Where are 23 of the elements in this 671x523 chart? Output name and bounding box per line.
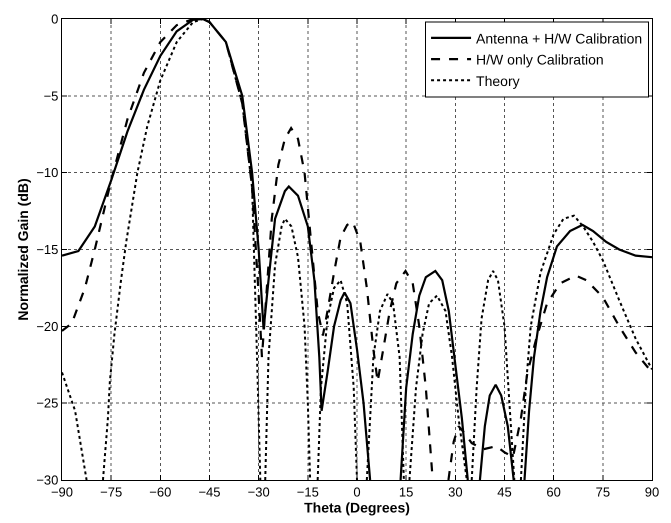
x-tick-label: −60 (149, 484, 172, 500)
x-tick-label: 75 (596, 484, 610, 500)
x-tick-label: −30 (248, 484, 270, 500)
x-axis-title: Theta (Degrees) (304, 500, 410, 516)
legend-label: Theory (476, 72, 520, 89)
y-tick-label: −10 (36, 165, 58, 180)
x-tick-label: 0 (353, 484, 361, 500)
legend-label: Antenna + H/W Calibration (476, 30, 642, 46)
x-tick-label: −15 (296, 484, 319, 500)
legend-label: H/W only Calibration (476, 52, 604, 68)
x-tick-label: −75 (100, 484, 122, 500)
y-tick-label: 0 (51, 12, 58, 27)
x-tick-label: −45 (198, 484, 221, 500)
y-tick-label: −20 (36, 318, 58, 334)
y-tick-label: −25 (36, 396, 58, 411)
x-tick-label: 45 (497, 484, 512, 500)
y-tick-label: −15 (36, 242, 58, 258)
x-tick-label: 90 (644, 484, 660, 500)
x-tick-label: 60 (546, 484, 561, 500)
x-tick-label: 15 (398, 484, 414, 500)
x-tick-label: 30 (448, 484, 463, 500)
y-tick-label: −5 (44, 88, 58, 104)
y-axis-title: Normalized Gain (dB) (14, 178, 31, 321)
